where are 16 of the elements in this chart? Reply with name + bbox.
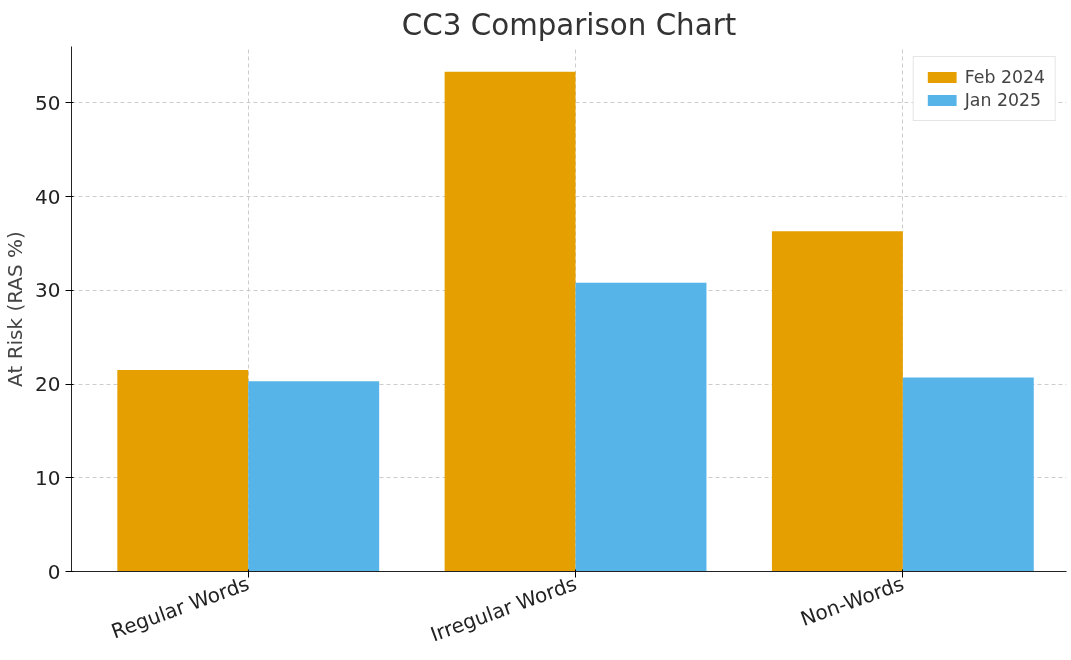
legend-label: Jan 2025 [964,90,1042,110]
bar [771,231,903,572]
y-tick-label: 20 [35,372,61,396]
bar [117,369,249,572]
legend-label: Feb 2024 [964,67,1045,87]
bar [902,377,1034,572]
chart-title: CC3 Comparison Chart [401,7,737,42]
y-tick-label: 10 [35,465,61,490]
y-tick-label: 40 [35,184,61,209]
bar [575,282,707,572]
bar [444,71,576,572]
y-tick-label: 0 [47,559,61,584]
y-tick-label: 30 [35,278,61,303]
y-tick-label: 50 [35,90,61,115]
bar [248,381,380,572]
y-axis-title: At Risk (RAS %) [3,231,28,387]
